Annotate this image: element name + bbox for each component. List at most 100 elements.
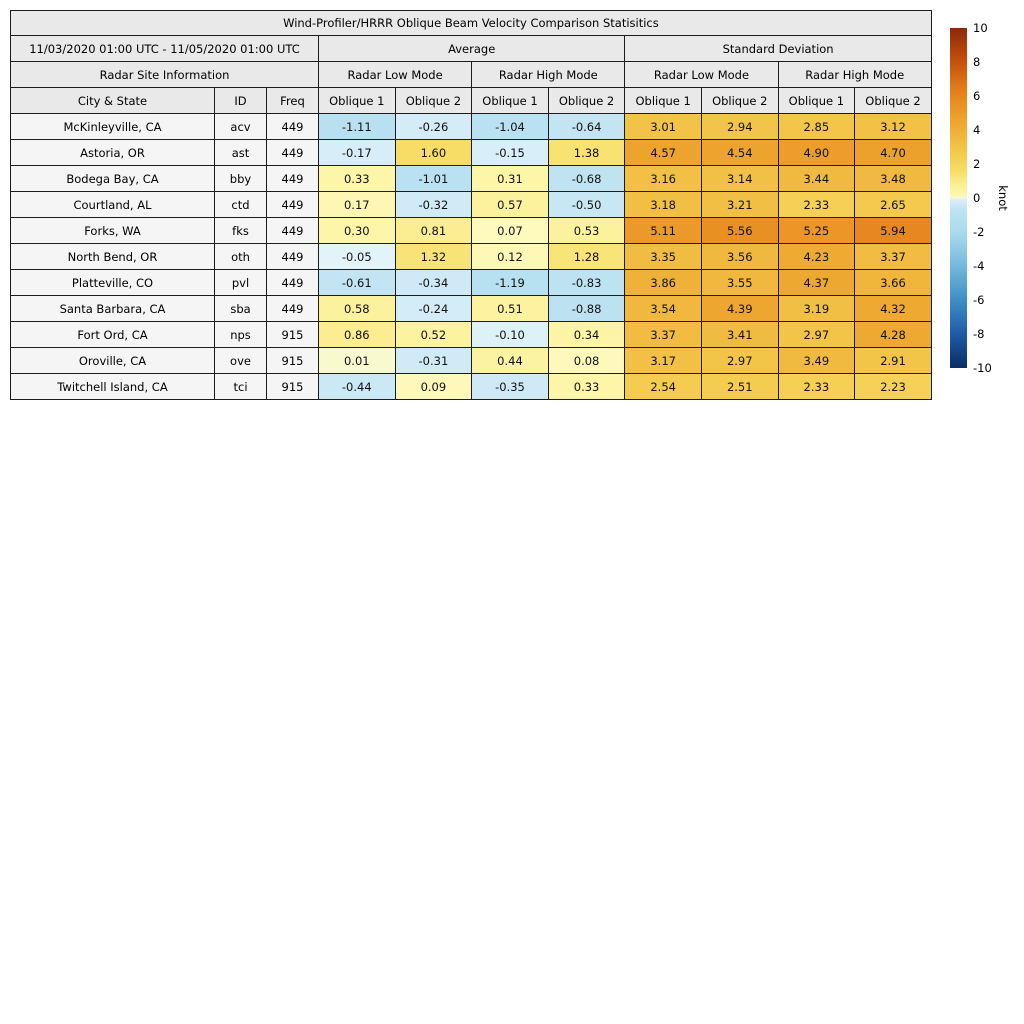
city-state-cell: Oroville, CA bbox=[10, 347, 215, 374]
value-cell: -0.05 bbox=[318, 243, 396, 270]
value-cell: 0.12 bbox=[471, 243, 549, 270]
colorbar-tick-label: 6 bbox=[973, 89, 981, 103]
group-header-row: 11/03/2020 01:00 UTC - 11/05/2020 01:00 … bbox=[10, 35, 932, 62]
value-cell: -0.64 bbox=[547, 113, 626, 140]
col-header-std-high-oblique2: Oblique 2 bbox=[854, 87, 932, 114]
value-cell: 4.90 bbox=[777, 139, 856, 166]
mode-header-std-low: Radar Low Mode bbox=[624, 61, 779, 88]
value-cell: 2.91 bbox=[854, 347, 932, 374]
freq-cell: 449 bbox=[266, 243, 319, 270]
group-header-standard-deviation: Standard Deviation bbox=[624, 35, 932, 62]
value-cell: 4.39 bbox=[700, 295, 779, 322]
site-id-cell: ast bbox=[214, 139, 267, 166]
value-cell: 5.94 bbox=[854, 217, 932, 244]
site-id-cell: ctd bbox=[214, 191, 267, 218]
mode-header-avg-low: Radar Low Mode bbox=[317, 61, 473, 88]
col-header-avg-high-oblique2: Oblique 2 bbox=[547, 87, 626, 114]
value-cell: 1.38 bbox=[547, 139, 626, 166]
value-cell: 0.07 bbox=[471, 217, 549, 244]
value-cell: 0.86 bbox=[318, 321, 396, 348]
value-cell: 3.16 bbox=[624, 165, 702, 192]
table-row: Courtland, AL ctd 449 0.17 -0.32 0.57 -0.50 3.1… bbox=[10, 191, 932, 218]
value-cell: 5.56 bbox=[700, 217, 779, 244]
city-state-cell: Forks, WA bbox=[10, 217, 215, 244]
value-cell: 0.31 bbox=[471, 165, 549, 192]
value-cell: -0.34 bbox=[394, 269, 473, 296]
table-row: North Bend, OR oth 449 -0.05 1.32 0.12 1.28 3.3… bbox=[10, 243, 932, 270]
value-cell: -1.11 bbox=[318, 113, 396, 140]
value-cell: -1.04 bbox=[471, 113, 549, 140]
site-id-cell: fks bbox=[214, 217, 267, 244]
value-cell: 0.44 bbox=[471, 347, 549, 374]
value-cell: 0.30 bbox=[318, 217, 396, 244]
colorbar-tick-label: 10 bbox=[973, 21, 988, 35]
value-cell: 2.33 bbox=[777, 373, 856, 400]
site-id-cell: pvl bbox=[214, 269, 267, 296]
table-row: Oroville, CA ove 915 0.01 -0.31 0.44 0.08 3.17 2… bbox=[10, 347, 932, 374]
mode-header-row: Radar Site Information Radar Low Mode Ra… bbox=[10, 61, 932, 88]
col-header-id: ID bbox=[214, 87, 267, 114]
site-id-cell: sba bbox=[214, 295, 267, 322]
freq-cell: 449 bbox=[266, 165, 319, 192]
value-cell: 2.85 bbox=[777, 113, 856, 140]
value-cell: 3.19 bbox=[777, 295, 856, 322]
colorbar-tick-label: -4 bbox=[973, 259, 985, 273]
site-id-cell: tci bbox=[214, 373, 267, 400]
value-cell: -0.17 bbox=[318, 139, 396, 166]
freq-cell: 449 bbox=[266, 139, 319, 166]
col-header-std-low-oblique2: Oblique 2 bbox=[700, 87, 779, 114]
value-cell: 3.21 bbox=[700, 191, 779, 218]
value-cell: 0.33 bbox=[547, 373, 626, 400]
colorbar-tick-label: 2 bbox=[973, 157, 981, 171]
value-cell: 2.97 bbox=[777, 321, 856, 348]
value-cell: -1.19 bbox=[471, 269, 549, 296]
value-cell: 2.94 bbox=[700, 113, 779, 140]
col-header-avg-high-oblique1: Oblique 1 bbox=[471, 87, 549, 114]
mode-header-std-high: Radar High Mode bbox=[777, 61, 932, 88]
value-cell: 3.56 bbox=[700, 243, 779, 270]
value-cell: 5.25 bbox=[777, 217, 856, 244]
value-cell: 2.54 bbox=[624, 373, 702, 400]
value-cell: 2.97 bbox=[700, 347, 779, 374]
group-header-average: Average bbox=[317, 35, 626, 62]
city-state-cell: Fort Ord, CA bbox=[10, 321, 215, 348]
city-state-cell: Platteville, CO bbox=[10, 269, 215, 296]
value-cell: 0.09 bbox=[394, 373, 473, 400]
site-id-cell: ove bbox=[214, 347, 267, 374]
value-cell: 0.52 bbox=[394, 321, 473, 348]
city-state-cell: Santa Barbara, CA bbox=[10, 295, 215, 322]
value-cell: -0.50 bbox=[547, 191, 626, 218]
col-header-freq: Freq bbox=[266, 87, 319, 114]
table-row: Astoria, OR ast 449 -0.17 1.60 -0.15 1.38 4.57 4… bbox=[10, 139, 932, 166]
value-cell: 4.37 bbox=[777, 269, 856, 296]
value-cell: -0.32 bbox=[394, 191, 473, 218]
value-cell: -1.01 bbox=[394, 165, 473, 192]
colorbar-tick-label: 8 bbox=[973, 55, 981, 69]
value-cell: 4.23 bbox=[777, 243, 856, 270]
freq-cell: 915 bbox=[266, 321, 319, 348]
value-cell: 0.57 bbox=[471, 191, 549, 218]
value-cell: -0.61 bbox=[318, 269, 396, 296]
table-row: Forks, WA fks 449 0.30 0.81 0.07 0.53 5.11 5.56 5… bbox=[10, 217, 932, 244]
value-cell: -0.83 bbox=[547, 269, 626, 296]
freq-cell: 915 bbox=[266, 347, 319, 374]
col-header-std-high-oblique1: Oblique 1 bbox=[777, 87, 856, 114]
freq-cell: 449 bbox=[266, 269, 319, 296]
col-header-avg-low-oblique2: Oblique 2 bbox=[394, 87, 473, 114]
colorbar-tick-label: 4 bbox=[973, 123, 981, 137]
freq-cell: 449 bbox=[266, 295, 319, 322]
value-cell: 3.35 bbox=[624, 243, 702, 270]
value-cell: 2.51 bbox=[700, 373, 779, 400]
chart-title: Wind-Profiler/HRRR Oblique Beam Velocity… bbox=[10, 10, 932, 36]
freq-cell: 449 bbox=[266, 113, 319, 140]
colorbar-unit-label: knot bbox=[996, 185, 1010, 211]
table-row: Twitchell Island, CA tci 915 -0.44 0.09 -0.35… bbox=[10, 373, 932, 400]
value-cell: -0.15 bbox=[471, 139, 549, 166]
table-body: McKinleyville, CA acv 449 -1.11 -0.26 -1.04 -0… bbox=[10, 113, 932, 400]
site-id-cell: oth bbox=[214, 243, 267, 270]
title-row: Wind-Profiler/HRRR Oblique Beam Velocity… bbox=[10, 10, 932, 36]
col-header-city-state: City & State bbox=[10, 87, 215, 114]
table-row: Santa Barbara, CA sba 449 0.58 -0.24 0.51 -0.8… bbox=[10, 295, 932, 322]
value-cell: 2.23 bbox=[854, 373, 932, 400]
table-row: Bodega Bay, CA bby 449 0.33 -1.01 0.31 -0.68 3.… bbox=[10, 165, 932, 192]
